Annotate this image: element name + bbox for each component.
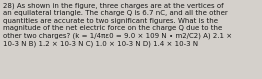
Text: 28) As shown in the figure, three charges are at the vertices of
an equilateral : 28) As shown in the figure, three charge… [3, 2, 232, 47]
